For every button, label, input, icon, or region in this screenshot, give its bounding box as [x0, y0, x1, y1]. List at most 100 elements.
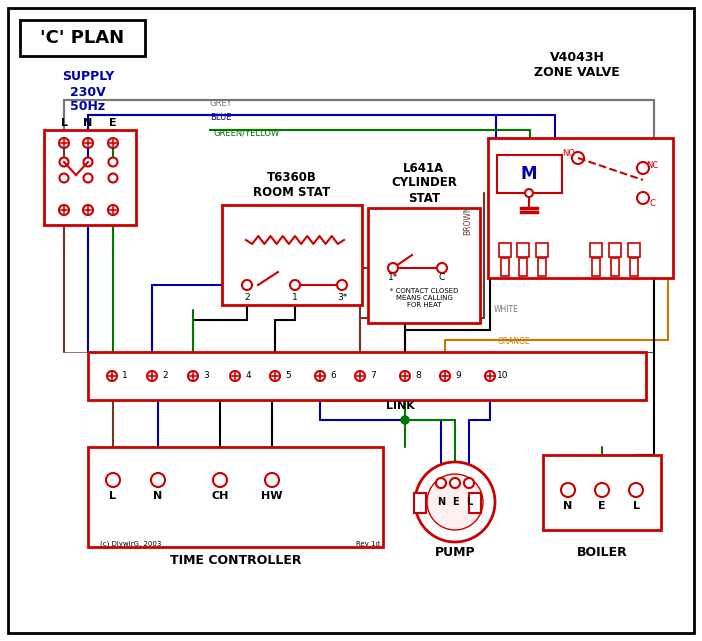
Bar	[20, 20, 145, 56]
Text: LINK: LINK	[385, 401, 414, 411]
Circle shape	[270, 371, 280, 381]
Text: 2: 2	[162, 372, 168, 381]
Circle shape	[84, 174, 93, 183]
Text: N: N	[153, 491, 163, 501]
Text: HW: HW	[261, 491, 283, 501]
Text: BOILER: BOILER	[576, 547, 628, 560]
Text: L: L	[466, 497, 472, 507]
Text: CH: CH	[211, 491, 229, 501]
Text: 1*: 1*	[388, 274, 398, 283]
Bar	[469, 493, 481, 513]
Bar	[517, 243, 529, 257]
Circle shape	[637, 192, 649, 204]
Text: N: N	[437, 497, 445, 507]
Circle shape	[147, 371, 157, 381]
Circle shape	[400, 371, 410, 381]
Text: BLUE: BLUE	[210, 113, 232, 122]
Text: 8: 8	[415, 372, 421, 381]
Circle shape	[84, 158, 93, 167]
Circle shape	[595, 483, 609, 497]
Bar	[538, 258, 546, 276]
Text: 1: 1	[122, 372, 128, 381]
Circle shape	[355, 371, 365, 381]
Text: N: N	[564, 501, 573, 511]
Circle shape	[525, 189, 533, 197]
Text: C: C	[649, 199, 655, 208]
Circle shape	[213, 473, 227, 487]
Text: 2: 2	[244, 292, 250, 301]
Circle shape	[109, 158, 117, 167]
Circle shape	[629, 483, 643, 497]
Bar	[592, 258, 600, 276]
Text: T6360B
ROOM STAT: T6360B ROOM STAT	[253, 171, 331, 199]
Circle shape	[107, 371, 117, 381]
Circle shape	[388, 263, 398, 273]
Text: TIME CONTROLLER: TIME CONTROLLER	[171, 553, 302, 567]
Text: C: C	[439, 274, 445, 283]
Text: L: L	[60, 118, 67, 128]
Bar	[44, 130, 136, 225]
Circle shape	[561, 483, 575, 497]
Circle shape	[290, 280, 300, 290]
Circle shape	[485, 371, 495, 381]
Circle shape	[59, 138, 69, 148]
Text: E: E	[451, 497, 458, 507]
Text: 9: 9	[455, 372, 461, 381]
Text: PUMP: PUMP	[435, 547, 475, 560]
Bar	[590, 243, 602, 257]
Text: (c) DiywirG. 2003: (c) DiywirG. 2003	[100, 541, 161, 547]
Text: BROWN: BROWN	[463, 205, 472, 235]
Text: GREEN/YELLOW: GREEN/YELLOW	[213, 128, 279, 138]
Text: GREY: GREY	[210, 99, 232, 108]
Text: N: N	[84, 118, 93, 128]
Text: NO: NO	[562, 149, 576, 158]
Text: 6: 6	[330, 372, 336, 381]
Circle shape	[60, 158, 69, 167]
Text: L641A
CYLINDER
STAT: L641A CYLINDER STAT	[391, 162, 457, 204]
Text: NC: NC	[646, 160, 658, 169]
Text: WHITE: WHITE	[494, 306, 519, 315]
Text: 3: 3	[203, 372, 209, 381]
Circle shape	[440, 371, 450, 381]
Bar	[536, 243, 548, 257]
Text: L: L	[110, 491, 117, 501]
Bar	[368, 208, 480, 323]
Bar	[630, 258, 638, 276]
Circle shape	[230, 371, 240, 381]
Circle shape	[572, 152, 584, 164]
Circle shape	[337, 280, 347, 290]
Circle shape	[464, 478, 474, 488]
Text: L: L	[633, 501, 640, 511]
Circle shape	[83, 205, 93, 215]
Circle shape	[108, 205, 118, 215]
Bar	[501, 258, 509, 276]
Text: E: E	[110, 118, 117, 128]
Circle shape	[401, 416, 409, 424]
Circle shape	[109, 174, 117, 183]
Bar	[88, 352, 646, 400]
Bar	[222, 205, 362, 305]
Circle shape	[188, 371, 198, 381]
Text: V4043H
ZONE VALVE: V4043H ZONE VALVE	[534, 51, 620, 79]
Text: * CONTACT CLOSED
MEANS CALLING
FOR HEAT: * CONTACT CLOSED MEANS CALLING FOR HEAT	[390, 288, 458, 308]
Circle shape	[83, 138, 93, 148]
Text: 10: 10	[497, 372, 509, 381]
Circle shape	[450, 478, 460, 488]
Text: SUPPLY
230V
50Hz: SUPPLY 230V 50Hz	[62, 71, 114, 113]
Text: Rev 1d: Rev 1d	[356, 541, 380, 547]
Bar	[609, 243, 621, 257]
Circle shape	[106, 473, 120, 487]
Circle shape	[265, 473, 279, 487]
Text: 5: 5	[285, 372, 291, 381]
Text: M: M	[521, 165, 537, 183]
Circle shape	[108, 138, 118, 148]
Circle shape	[60, 174, 69, 183]
Circle shape	[415, 462, 495, 542]
Bar	[88, 447, 383, 547]
Circle shape	[242, 280, 252, 290]
Circle shape	[59, 205, 69, 215]
Text: 4: 4	[245, 372, 251, 381]
Circle shape	[637, 162, 649, 174]
Circle shape	[427, 474, 483, 530]
Bar	[543, 455, 661, 530]
